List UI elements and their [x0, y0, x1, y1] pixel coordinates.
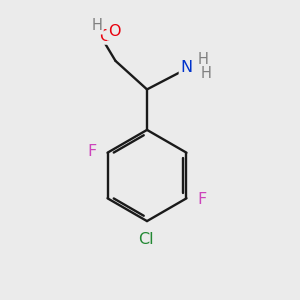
Text: H: H — [201, 66, 212, 81]
Text: Cl: Cl — [138, 232, 153, 247]
Text: F: F — [197, 192, 207, 207]
Text: H: H — [92, 18, 103, 33]
Text: O: O — [99, 28, 112, 44]
Text: O: O — [108, 24, 120, 39]
Text: H: H — [198, 52, 208, 67]
Text: H: H — [91, 18, 102, 33]
Text: F: F — [87, 144, 97, 159]
Text: N: N — [180, 60, 192, 75]
